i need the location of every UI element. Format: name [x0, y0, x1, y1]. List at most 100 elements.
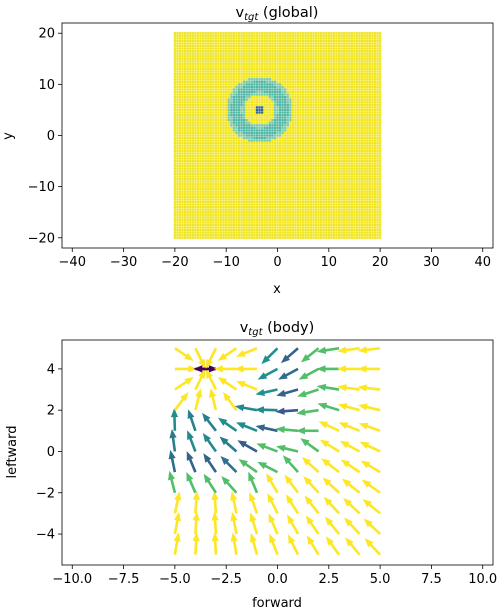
- field-point: [178, 116, 182, 119]
- field-point: [258, 205, 261, 209]
- field-point: [178, 126, 182, 129]
- field-point: [232, 67, 236, 71]
- field-point: [176, 34, 179, 37]
- field-point: [181, 121, 184, 124]
- field-point: [237, 129, 241, 132]
- field-point: [219, 67, 223, 71]
- field-point: [209, 75, 212, 78]
- field-point: [196, 147, 200, 150]
- field-point: [294, 144, 297, 147]
- field-point: [294, 116, 297, 119]
- field-point: [304, 106, 307, 109]
- field-point: [204, 157, 207, 160]
- field-point: [319, 185, 323, 188]
- field-point: [178, 216, 182, 219]
- field-point: [273, 170, 277, 173]
- field-point: [266, 129, 269, 132]
- field-point: [258, 195, 261, 199]
- field-point: [191, 72, 194, 76]
- field-point: [219, 180, 223, 183]
- field-point: [235, 72, 238, 76]
- field-point: [219, 228, 223, 232]
- field-point: [235, 42, 238, 45]
- field-point: [196, 126, 200, 129]
- field-point: [268, 85, 271, 89]
- field-point: [232, 108, 236, 112]
- field-point: [299, 126, 302, 129]
- field-point: [325, 216, 328, 219]
- field-point: [299, 106, 302, 109]
- field-point: [201, 62, 205, 66]
- field-point: [245, 75, 248, 78]
- field-point: [227, 116, 230, 119]
- field-point: [289, 167, 292, 170]
- field-point: [248, 167, 251, 170]
- field-point: [173, 113, 177, 117]
- field-point: [268, 101, 271, 104]
- field-point: [253, 188, 256, 191]
- field-point: [222, 134, 225, 137]
- field-point: [271, 165, 274, 168]
- field-point: [204, 231, 207, 234]
- field-point: [191, 195, 194, 199]
- field-point: [273, 226, 277, 229]
- field-point: [240, 223, 243, 227]
- field-point: [212, 198, 215, 201]
- field-point: [204, 121, 207, 124]
- field-point: [178, 190, 182, 193]
- field-point: [230, 228, 233, 232]
- field-point: [273, 216, 277, 219]
- field-point: [281, 149, 284, 152]
- field-point: [314, 57, 318, 60]
- field-point: [173, 193, 177, 196]
- field-point: [204, 44, 207, 48]
- field-point: [232, 136, 236, 140]
- field-point: [240, 134, 243, 137]
- field-point: [219, 62, 223, 66]
- field-point: [284, 198, 287, 201]
- field-point: [317, 185, 320, 188]
- field-point: [235, 57, 238, 60]
- field-point: [273, 149, 277, 152]
- field-point: [299, 162, 302, 165]
- field-point: [196, 157, 200, 160]
- field-point: [237, 32, 241, 35]
- field-point: [281, 42, 284, 45]
- field-point: [307, 96, 310, 99]
- field-point: [317, 165, 320, 168]
- field-point: [325, 190, 328, 193]
- field-point: [276, 47, 279, 50]
- field-point: [284, 216, 287, 219]
- field-point: [248, 49, 251, 53]
- field-point: [196, 200, 200, 204]
- field-point: [255, 234, 259, 237]
- field-point: [181, 96, 184, 99]
- field-point: [248, 34, 251, 37]
- field-point: [194, 49, 197, 53]
- field-point: [189, 218, 192, 222]
- field-point: [245, 236, 248, 239]
- field-point: [253, 126, 256, 129]
- field-point: [237, 236, 241, 239]
- field-point: [181, 188, 184, 191]
- field-point: [242, 152, 246, 155]
- field-point: [312, 175, 315, 178]
- field-point: [296, 167, 300, 170]
- field-point: [312, 32, 315, 35]
- field-point: [255, 154, 259, 158]
- field-point: [312, 218, 315, 222]
- field-point: [325, 136, 328, 140]
- field-point: [296, 221, 300, 224]
- field-point: [268, 175, 271, 178]
- field-point: [240, 154, 243, 158]
- field-point: [322, 70, 325, 73]
- field-point: [201, 96, 205, 99]
- field-point: [309, 221, 313, 224]
- field-point: [209, 80, 212, 83]
- field-point: [314, 78, 318, 81]
- field-point: [248, 211, 251, 214]
- field-point: [312, 180, 315, 183]
- field-point: [250, 85, 253, 89]
- field-point: [271, 142, 274, 145]
- field-point: [307, 126, 310, 129]
